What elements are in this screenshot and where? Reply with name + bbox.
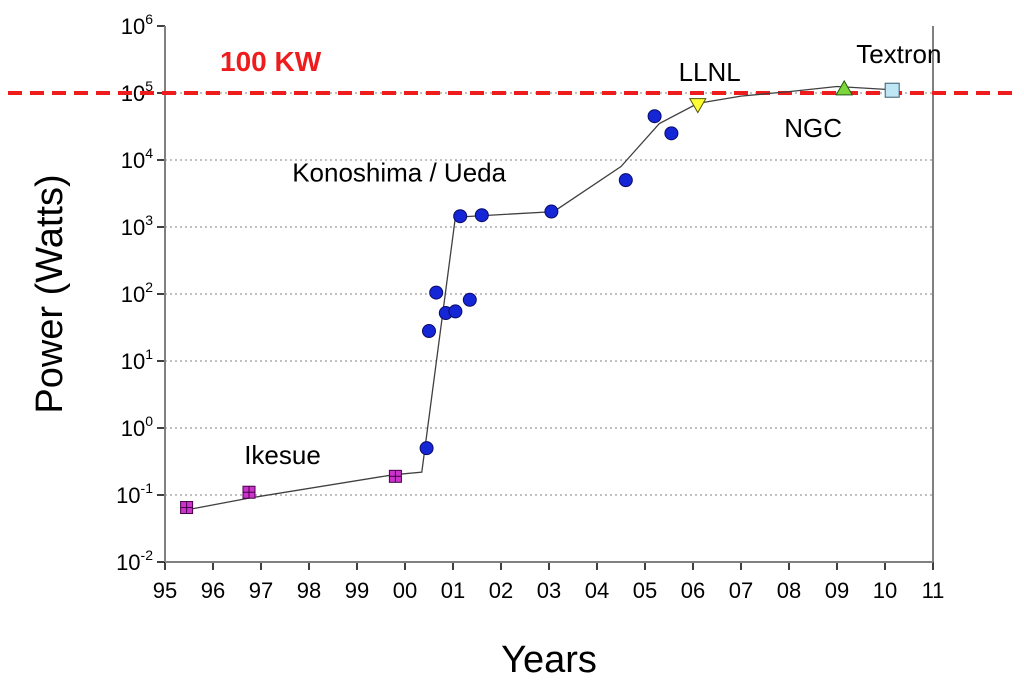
y-tick-label: 10-2 [116, 547, 153, 575]
x-tick-label: 98 [297, 578, 321, 603]
x-tick-label: 06 [681, 578, 705, 603]
annotation-ikesue: Ikesue [244, 440, 321, 470]
konoshima-ueda-point [429, 285, 444, 300]
konoshima-ueda-point [647, 109, 662, 124]
x-tick-label: 03 [537, 578, 561, 603]
annotation-ngc: NGC [784, 113, 842, 143]
y-tick-label: 104 [121, 145, 153, 173]
ngc-point [835, 79, 854, 96]
x-tick-label: 97 [249, 578, 273, 603]
textron-point [884, 82, 900, 98]
x-tick-label: 96 [201, 578, 225, 603]
x-tick-label: 07 [729, 578, 753, 603]
x-tick-label: 00 [393, 578, 417, 603]
x-tick-label: 09 [825, 578, 849, 603]
y-axis-title: Power (Watts) [29, 174, 71, 413]
konoshima-ueda-point [664, 126, 679, 141]
x-tick-label: 10 [873, 578, 897, 603]
ikesue-point [180, 501, 194, 515]
konoshima-ueda-point [474, 208, 489, 223]
x-tick-label: 08 [777, 578, 801, 603]
y-tick-label: 100 [121, 413, 153, 441]
y-tick-label: 103 [121, 212, 153, 240]
x-tick-label: 99 [345, 578, 369, 603]
annotation-textron: Textron [856, 39, 941, 69]
gridlines [165, 92, 933, 496]
x-tick-label: 01 [441, 578, 465, 603]
konoshima-ueda-point [453, 209, 468, 224]
data-points: Ikesue Konoshima / Ueda LLNL NGC Textron [180, 39, 941, 515]
llnl-point [688, 98, 707, 114]
annotation-konoshima-ueda: Konoshima / Ueda [292, 157, 506, 187]
ikesue-point [388, 469, 402, 483]
konoshima-ueda-point [448, 304, 463, 319]
x-tick-label: 11 [922, 578, 945, 603]
konoshima-ueda-point [618, 173, 633, 188]
annotation-llnl: LLNL [679, 57, 741, 87]
x-tick-label: 04 [585, 578, 609, 603]
y-tick-label: 10-1 [116, 480, 153, 508]
konoshima-ueda-point [462, 292, 477, 307]
x-tick-label: 05 [633, 578, 657, 603]
reference-line-label: 100 KW [220, 46, 322, 77]
y-tick-label: 101 [121, 346, 153, 374]
konoshima-ueda-point [422, 324, 436, 339]
konoshima-ueda-point [419, 441, 434, 456]
x-tick-label: 95 [153, 578, 177, 603]
ikesue-point [242, 485, 256, 499]
x-tick-label: 02 [489, 578, 513, 603]
x-axis-title: Years [501, 639, 597, 681]
konoshima-ueda-point [544, 204, 559, 219]
y-tick-label: 106 [121, 11, 153, 39]
labels: Power (Watts) Years 100 KW [29, 46, 597, 681]
y-tick-label: 102 [121, 279, 153, 307]
